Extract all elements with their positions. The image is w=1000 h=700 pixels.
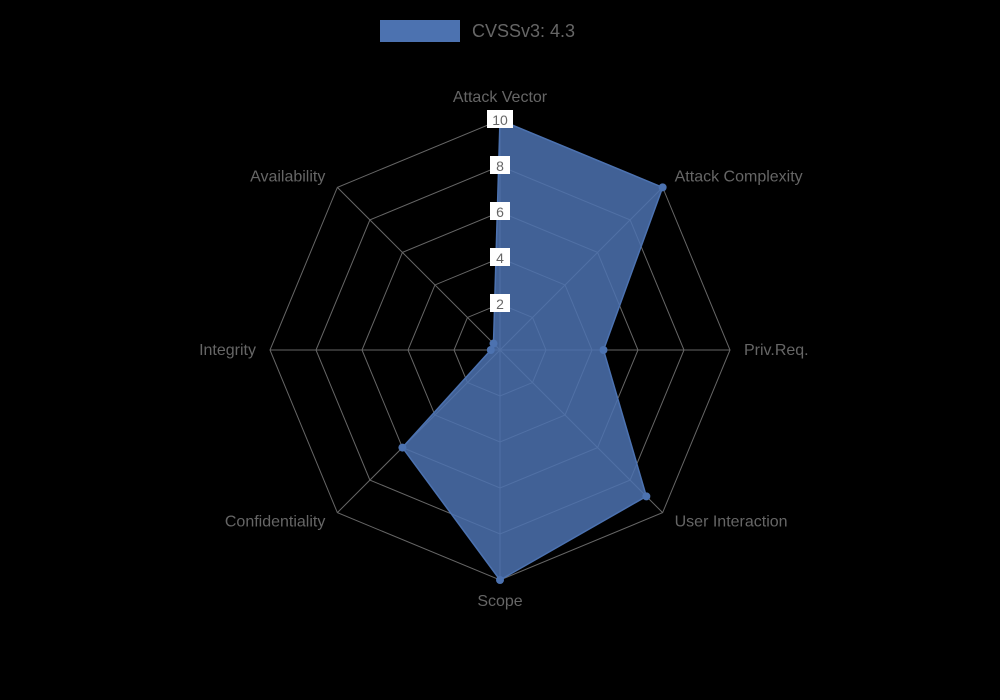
data-point (496, 576, 504, 584)
cvss-radar-chart: CVSSv3: 4.3 2 4 6 8 10 Attack Vector Attack C… (0, 0, 1000, 700)
axis-label: User Interaction (675, 514, 788, 531)
axis-label: Scope (477, 593, 522, 610)
axis-label: Attack Vector (453, 89, 548, 106)
data-point (489, 339, 497, 347)
legend: CVSSv3: 4.3 (380, 20, 575, 42)
data-point (600, 346, 608, 354)
data-point (642, 492, 650, 500)
axis-label: Priv.Req. (744, 342, 809, 359)
legend-label: CVSSv3: 4.3 (472, 21, 575, 41)
tick-label: 8 (496, 158, 504, 174)
axis-label: Availability (250, 168, 325, 185)
data-point (398, 444, 406, 452)
tick-label: 4 (496, 250, 504, 266)
legend-swatch (380, 20, 460, 42)
radar-spoke (337, 187, 500, 350)
tick-label: 6 (496, 204, 504, 220)
axis-label: Integrity (199, 342, 256, 359)
tick-label: 2 (496, 296, 504, 312)
axis-label: Attack Complexity (675, 168, 803, 185)
axis-label: Confidentiality (225, 514, 326, 531)
data-point (659, 183, 667, 191)
tick-label: 10 (492, 112, 508, 128)
